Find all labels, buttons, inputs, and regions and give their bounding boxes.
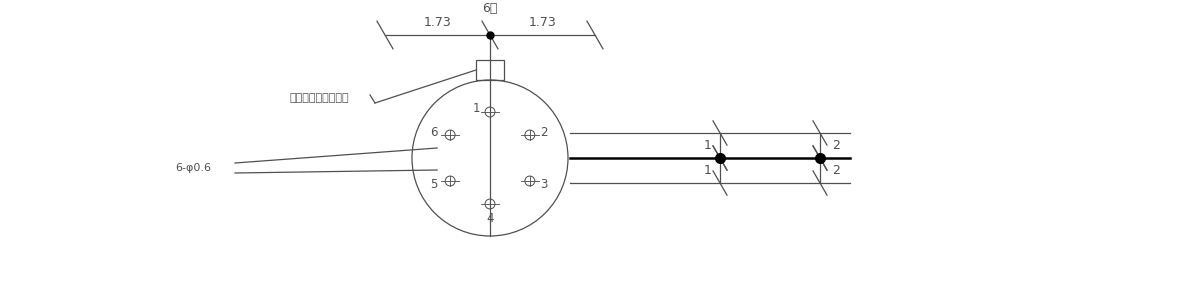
Text: 1: 1 — [472, 102, 479, 115]
Text: 1: 1 — [704, 139, 712, 152]
Text: 2: 2 — [831, 164, 840, 177]
Text: 3: 3 — [540, 177, 547, 191]
Text: 1.73: 1.73 — [528, 15, 556, 28]
Bar — [476, 60, 504, 80]
Text: 2: 2 — [540, 126, 547, 139]
Text: メインカン合ガイド: メインカン合ガイド — [290, 93, 350, 103]
Text: 2: 2 — [831, 139, 840, 152]
Text: 1: 1 — [704, 164, 712, 177]
Text: 1.73: 1.73 — [424, 15, 452, 28]
Text: 6-φ0.6: 6-φ0.6 — [175, 163, 211, 173]
Text: 4: 4 — [486, 211, 494, 224]
Text: 6: 6 — [430, 126, 438, 139]
Text: 5: 5 — [430, 177, 437, 191]
Text: 6芯: 6芯 — [483, 3, 497, 15]
